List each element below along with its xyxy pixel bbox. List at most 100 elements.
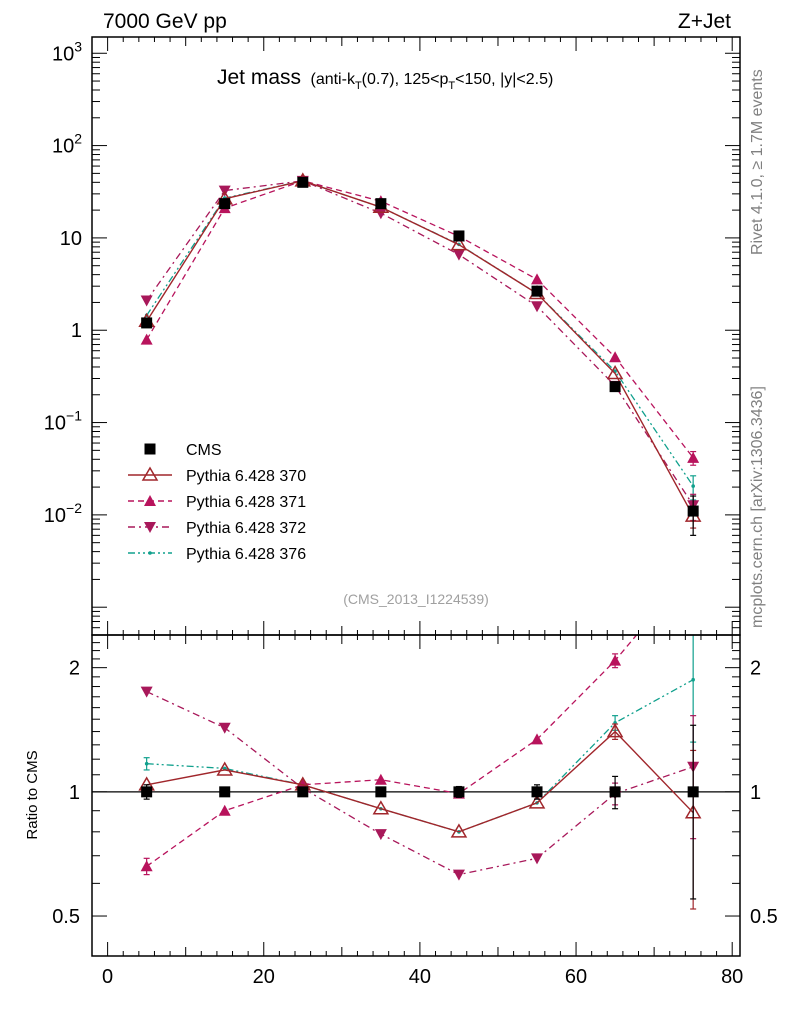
series-line-p372 (146, 691, 694, 876)
marker-p370 (606, 723, 624, 738)
marker-p372 (452, 869, 465, 881)
mcplots-label: mcplots.cern.ch [arXiv:1306.3436] (749, 386, 766, 628)
marker-cms (375, 198, 387, 210)
legend-label-p370: Pythia 6.428 370 (186, 468, 306, 485)
series-cms (141, 176, 699, 536)
marker-p370 (450, 823, 468, 838)
ratio-axes: 0 20 40 60 80 0.5 0.5 1 1 2 2 (52, 634, 778, 988)
marker-cms (531, 285, 543, 297)
marker-p371 (531, 733, 544, 745)
marker-cms (297, 786, 309, 798)
marker-cms (141, 786, 153, 798)
header-right: Z+Jet (678, 10, 731, 33)
ratio-series (138, 561, 702, 910)
x-tick-label: 0 (102, 966, 113, 988)
x-tick-label: 40 (409, 966, 431, 988)
marker-p376 (148, 551, 152, 555)
plot-title-main: Jet mass (217, 66, 301, 89)
series-clip-group (138, 561, 702, 910)
ratio-y-tick-label-right: 0.5 (750, 906, 778, 928)
series-line-p370 (146, 730, 694, 833)
legend-item-p376: Pythia 6.428 376 (128, 546, 306, 563)
series-line-p372 (146, 180, 694, 506)
legend: CMS Pythia 6.428 370 Pythia 6.428 371 Pythi… (128, 442, 306, 563)
ratio-y-tick-label-right: 2 (750, 658, 761, 680)
marker-p370 (372, 800, 390, 815)
legend-label-p372: Pythia 6.428 372 (186, 520, 306, 537)
marker-p372 (531, 853, 544, 865)
marker-cms (144, 443, 156, 455)
legend-item-p372: Pythia 6.428 372 (128, 520, 306, 537)
series-line-p371 (146, 635, 638, 867)
marker-cms (297, 176, 309, 188)
marker-cms (219, 786, 231, 798)
legend-label-cms: CMS (186, 442, 222, 459)
marker-p371 (687, 451, 700, 463)
plot-title-pt-sub: T (448, 80, 455, 92)
series-p370 (138, 723, 702, 910)
series-clip-group (138, 172, 702, 536)
marker-p372 (140, 295, 153, 307)
marker-cms (609, 786, 621, 798)
legend-label-p371: Pythia 6.428 371 (186, 494, 306, 511)
marker-p372 (531, 301, 544, 313)
series-p371 (140, 174, 700, 466)
legend-item-cms: CMS (144, 442, 222, 459)
y-tick-label: 10 (60, 228, 82, 250)
marker-cms (531, 786, 543, 798)
x-tick-label: 20 (253, 966, 275, 988)
x-tick-label: 60 (565, 966, 587, 988)
series-line-p371 (146, 180, 694, 459)
marker-p372 (374, 829, 387, 841)
marker-p370 (528, 794, 546, 809)
ratio-y-tick-label: 1 (69, 782, 80, 804)
marker-cms (687, 786, 699, 798)
ratio-frame (91, 634, 741, 957)
marker-p370 (141, 466, 159, 481)
marker-cms (687, 505, 699, 517)
frames (91, 36, 741, 957)
marker-p372 (144, 522, 156, 533)
marker-cms (141, 317, 153, 329)
legend-item-p371: Pythia 6.428 371 (128, 494, 306, 511)
plot-title-sub-mid: (0.7), 125<p (362, 71, 449, 88)
x-tick-label: 80 (721, 966, 743, 988)
marker-p372 (374, 208, 387, 220)
y-tick-label: 102 (52, 131, 82, 158)
marker-p372 (452, 249, 465, 261)
ratio-ylabel: Ratio to CMS (24, 750, 41, 839)
rivet-label: Rivet 4.1.0, ≥ 1.7M events (749, 69, 766, 255)
series-cms (141, 724, 699, 900)
marker-p372 (218, 722, 231, 734)
marker-cms (453, 230, 465, 242)
marker-cms (375, 786, 387, 798)
marker-p371 (374, 773, 387, 785)
plot-title-sub-prefix: (anti-k (310, 71, 355, 88)
marker-p371 (687, 561, 699, 572)
marker-p371 (144, 495, 156, 506)
legend-item-p370: Pythia 6.428 370 (128, 466, 306, 485)
marker-p376 (222, 766, 227, 771)
series-p376 (144, 179, 697, 501)
marker-p371 (140, 860, 153, 872)
marker-cms (219, 198, 231, 210)
ratio-y-tick-label: 2 (69, 658, 80, 680)
marker-p370 (606, 365, 624, 380)
marker-p371 (531, 273, 544, 285)
series-line-p370 (146, 180, 694, 517)
ratio-y-tick-label-right: 1 (750, 782, 761, 804)
marker-p371 (218, 804, 231, 816)
marker-p376 (691, 484, 695, 488)
header-left: 7000 GeV pp (103, 10, 227, 33)
y-tick-label: 10−2 (44, 500, 82, 527)
marker-cms (453, 786, 465, 798)
analysis-ref: (CMS_2013_I1224539) (343, 591, 489, 607)
marker-p371 (609, 351, 622, 363)
y-tick-label: 10−1 (44, 408, 82, 435)
y-tick-label: 103 (52, 38, 82, 65)
y-tick-label: 1 (71, 320, 82, 342)
plot-title-sub-suffix: <150, |y|<2.5) (455, 71, 553, 88)
ratio-y-tick-label: 0.5 (52, 906, 80, 928)
